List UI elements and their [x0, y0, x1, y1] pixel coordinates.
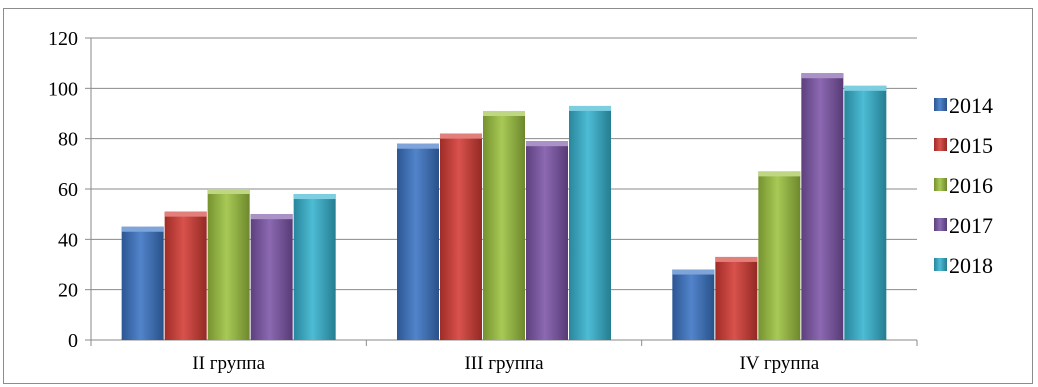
bar-body	[844, 85, 887, 340]
bar-top	[758, 171, 801, 177]
y-tick-label: 20	[58, 280, 78, 302]
bar-body	[715, 256, 758, 340]
bar	[121, 226, 164, 340]
y-tick-label: 120	[48, 28, 78, 50]
legend-label: 2016	[949, 173, 993, 198]
legend-item: 2017	[934, 213, 993, 238]
bar	[483, 110, 525, 340]
legend-label: 2018	[949, 253, 993, 278]
bar-top	[440, 133, 482, 139]
bar-body	[483, 110, 525, 340]
x-category-label: II группа	[192, 353, 265, 374]
bar-top	[801, 73, 844, 79]
y-tick-label: 80	[58, 129, 78, 151]
y-tick-label: 60	[58, 179, 78, 201]
bar-top	[207, 189, 250, 194]
bar	[250, 214, 293, 340]
bar-top	[250, 214, 293, 220]
bar-body	[293, 194, 336, 340]
bar-body	[121, 226, 164, 340]
bar	[758, 171, 801, 340]
bar-body	[526, 141, 568, 340]
legend-item: 2016	[934, 173, 993, 198]
bar	[844, 85, 887, 340]
legend-swatch	[934, 218, 947, 231]
legend: 2014 2015 2016 2017 2018	[934, 93, 993, 278]
bar	[164, 211, 207, 340]
bar	[293, 194, 336, 340]
bar-body	[569, 105, 611, 340]
bar	[672, 269, 715, 340]
bar	[397, 143, 439, 340]
y-tick-labels: 0 20 40 60 80 100 120	[48, 28, 78, 352]
bars	[121, 73, 887, 340]
y-tick-label: 40	[58, 229, 78, 251]
bar-body	[207, 189, 250, 340]
x-category-labels: II группа III группа IV группа	[192, 353, 819, 374]
bar-top	[844, 85, 887, 91]
bar-body	[672, 269, 715, 340]
bar-top	[293, 194, 336, 200]
x-category-label: IV группа	[739, 353, 819, 374]
legend-item: 2015	[934, 133, 993, 158]
bar	[569, 105, 611, 340]
bar-body	[801, 73, 844, 340]
bar-top	[526, 141, 568, 147]
bar-top	[569, 105, 611, 111]
bar-top	[483, 110, 525, 116]
legend-label: 2014	[949, 93, 993, 118]
legend-swatch	[934, 258, 947, 271]
bar	[440, 133, 482, 340]
chart-frame: 0 20 40 60 80 100 120 II группа III группа IV гр…	[3, 8, 1033, 384]
legend-swatch	[934, 98, 947, 111]
y-tick-label: 0	[68, 330, 78, 352]
bar-top	[164, 211, 207, 217]
bar-top	[672, 269, 715, 275]
bar-body	[440, 133, 482, 340]
legend-label: 2017	[949, 213, 993, 238]
bar-body	[397, 143, 439, 340]
bar	[715, 256, 758, 340]
bar-top	[121, 226, 164, 232]
bar	[526, 141, 568, 340]
bar	[207, 189, 250, 340]
legend-swatch	[934, 178, 947, 191]
bar-body	[164, 211, 207, 340]
bar-top	[715, 256, 758, 262]
y-tick-label: 100	[48, 78, 78, 100]
bar-top	[397, 143, 439, 149]
legend-swatch	[934, 138, 947, 151]
legend-label: 2015	[949, 133, 993, 158]
legend-item: 2018	[934, 253, 993, 278]
bar-body	[250, 214, 293, 340]
x-category-label: III группа	[464, 353, 544, 374]
bar	[801, 73, 844, 340]
bar-body	[758, 171, 801, 340]
legend-item: 2014	[934, 93, 993, 118]
bar-chart: 0 20 40 60 80 100 120 II группа III группа IV гр…	[48, 28, 993, 374]
